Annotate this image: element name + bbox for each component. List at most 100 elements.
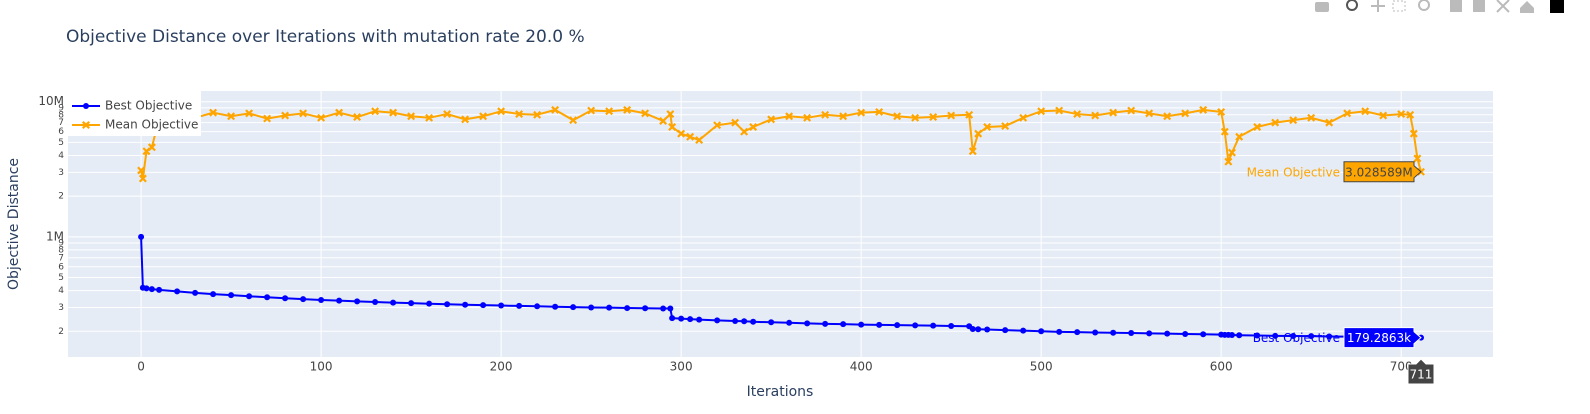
point-marker — [839, 112, 848, 121]
lasso-icon[interactable] — [1418, 0, 1430, 11]
y-axis-title: Objective Distance — [6, 158, 22, 290]
point-marker — [668, 123, 677, 131]
point-marker — [156, 286, 163, 293]
point-marker — [741, 318, 748, 325]
point-marker — [148, 286, 155, 293]
point-marker — [1074, 329, 1081, 336]
point-marker — [605, 107, 614, 116]
point-marker — [687, 316, 694, 323]
point-marker — [1199, 105, 1208, 114]
point-marker — [299, 109, 308, 118]
box-select-icon[interactable] — [1392, 0, 1406, 12]
point-marker — [138, 233, 145, 240]
y-tick-label: 5 — [58, 138, 64, 148]
point-marker — [143, 285, 150, 292]
point-marker — [767, 115, 776, 124]
point-marker — [137, 166, 146, 175]
legend-label[interactable]: Best Objective — [105, 99, 192, 113]
pan-icon[interactable] — [1371, 0, 1385, 12]
point-marker — [1271, 118, 1280, 127]
x-tick-label: 500 — [1030, 360, 1053, 374]
point-marker — [803, 113, 812, 122]
y-tick-label: 6 — [58, 127, 64, 137]
point-marker — [1037, 107, 1046, 116]
point-marker — [983, 123, 992, 131]
point-marker — [912, 322, 919, 329]
hover-value: 179.2863k — [1347, 331, 1411, 345]
y-tick-label: 3 — [58, 303, 64, 313]
legend-marker — [82, 121, 90, 129]
point-marker — [1361, 107, 1370, 116]
point-marker — [840, 321, 847, 328]
point-marker — [930, 322, 937, 329]
point-marker — [569, 116, 578, 125]
point-marker — [497, 107, 506, 116]
reset-icon[interactable] — [1520, 1, 1534, 13]
point-marker — [1254, 332, 1261, 339]
y-tick-label: 10M — [38, 94, 64, 108]
point-marker — [1019, 113, 1028, 122]
zoom-out-icon[interactable] — [1473, 0, 1485, 12]
camera-icon[interactable] — [1315, 2, 1329, 12]
zoom-in-icon[interactable] — [1450, 0, 1462, 12]
point-marker — [821, 110, 830, 119]
point-marker — [1181, 109, 1190, 118]
point-marker — [1128, 330, 1135, 337]
point-marker — [1325, 118, 1334, 127]
point-marker — [227, 112, 236, 121]
point-marker — [894, 322, 901, 329]
hover-x-label: 711 — [1410, 368, 1433, 382]
point-marker — [281, 111, 290, 120]
point-marker — [1091, 111, 1100, 120]
point-marker — [588, 304, 595, 311]
y-tick-label: 9 — [58, 103, 64, 113]
point-marker — [335, 108, 344, 117]
point-marker — [1224, 157, 1233, 166]
point-marker — [1235, 132, 1244, 141]
x-tick-label: 100 — [310, 360, 333, 374]
y-tick-label: 1M — [46, 229, 64, 243]
point-marker — [624, 305, 631, 312]
point-marker — [147, 143, 156, 152]
point-marker — [246, 293, 253, 300]
point-marker — [804, 320, 811, 327]
legend: Best Objective Mean Objective — [68, 90, 201, 136]
point-marker — [1056, 328, 1063, 335]
point-marker — [947, 111, 956, 120]
point-marker — [426, 300, 433, 307]
point-marker — [1001, 122, 1010, 131]
zoom-icon[interactable] — [1346, 0, 1358, 11]
point-marker — [534, 303, 541, 310]
point-marker — [1020, 327, 1027, 334]
point-marker — [695, 136, 704, 145]
point-marker — [1379, 111, 1388, 120]
plotly-logo[interactable] — [1550, 0, 1564, 13]
point-marker — [1290, 333, 1297, 340]
legend-label[interactable]: Mean Objective — [105, 118, 198, 132]
point-marker — [1228, 148, 1236, 157]
point-marker — [893, 112, 902, 121]
point-marker — [623, 105, 632, 114]
point-marker — [929, 113, 938, 122]
point-marker — [713, 121, 722, 130]
point-marker — [785, 112, 794, 121]
point-marker — [750, 318, 757, 325]
point-marker — [1145, 109, 1154, 118]
point-marker — [1200, 331, 1207, 338]
point-marker — [1146, 330, 1153, 337]
hover-x-box — [1407, 358, 1435, 385]
y-tick-label: 4 — [58, 286, 64, 296]
point-marker — [498, 302, 505, 309]
point-marker — [533, 110, 542, 119]
point-marker — [749, 123, 758, 131]
point-marker — [1002, 327, 1009, 334]
point-marker — [1092, 329, 1099, 336]
y-tick-label: 7 — [58, 118, 64, 128]
point-marker — [667, 305, 674, 312]
point-marker — [389, 108, 398, 117]
point-marker — [210, 291, 217, 298]
y-tick-label: 5 — [58, 273, 64, 283]
point-marker — [1289, 116, 1298, 125]
autoscale-icon[interactable] — [1496, 0, 1510, 13]
